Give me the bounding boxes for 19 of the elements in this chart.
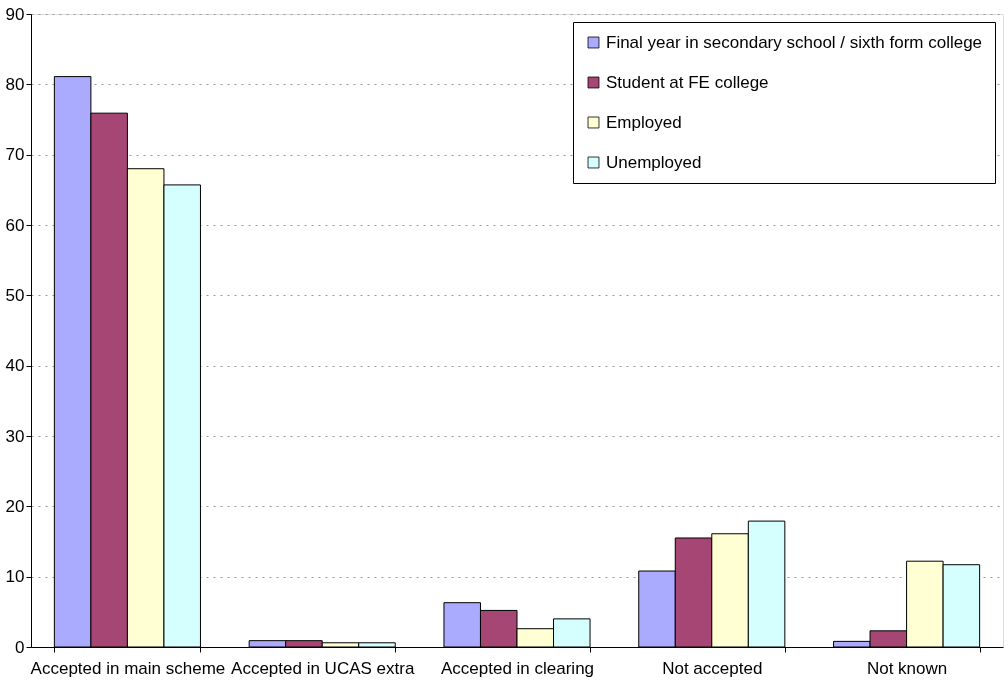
y-tick-label: 60 bbox=[5, 215, 25, 235]
x-tick-label: Not known bbox=[866, 658, 948, 678]
x-tick-label: Accepted in main scheme bbox=[30, 658, 226, 678]
y-tick-label: 90 bbox=[5, 4, 25, 24]
x-tick-label: Accepted in UCAS extra bbox=[231, 658, 415, 678]
y-tick-label: 40 bbox=[5, 356, 25, 376]
y-tick-label: 0 bbox=[15, 637, 25, 657]
y-tick-label: 30 bbox=[5, 426, 25, 446]
legend-label: Employed bbox=[606, 112, 682, 132]
y-tick-label: 50 bbox=[5, 285, 25, 305]
legend-label: Final year in secondary school / sixth form college bbox=[606, 32, 983, 52]
legend-label: Student at FE college bbox=[606, 72, 769, 92]
x-tick-label: Accepted in clearing bbox=[440, 658, 595, 678]
y-tick-label: 10 bbox=[5, 567, 25, 587]
y-tick-label: 80 bbox=[5, 74, 25, 94]
legend-label: Unemployed bbox=[606, 152, 702, 172]
y-tick-label: 20 bbox=[5, 496, 25, 516]
y-tick-label: 70 bbox=[5, 145, 25, 165]
x-tick-label: Not accepted bbox=[662, 658, 763, 678]
